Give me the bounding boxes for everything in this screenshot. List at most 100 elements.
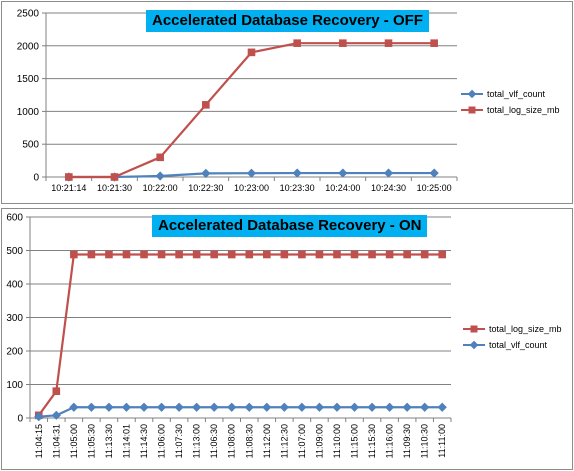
data-point [175, 250, 183, 259]
data-point [429, 168, 439, 178]
legend-swatch [461, 106, 483, 114]
chart-legend: total_vlf_count total_log_size_mb [461, 86, 571, 118]
x-tick-label: 11:15:30 [367, 424, 377, 458]
y-tick-label: 600 [6, 213, 23, 224]
legend-swatch [461, 89, 483, 99]
x-tick-label: 11:10:30 [420, 424, 430, 458]
data-point [384, 402, 395, 412]
x-tick-label: 10:22:30 [188, 183, 223, 193]
legend-label: total_vlf_count [487, 89, 546, 99]
data-point [262, 402, 272, 412]
y-tick-label: 0 [33, 173, 39, 184]
data-point [51, 410, 61, 420]
data-point [201, 168, 211, 178]
data-point [156, 402, 167, 412]
data-point [52, 387, 61, 395]
x-tick-label: 10:25:00 [417, 183, 452, 193]
y-tick-label: 500 [6, 246, 23, 257]
data-point [244, 402, 254, 412]
legend-swatch [463, 325, 485, 333]
data-point [69, 402, 79, 412]
data-point [402, 402, 412, 412]
data-point [245, 250, 254, 259]
x-tick-label: 10:23:00 [234, 183, 269, 193]
data-point [110, 173, 119, 181]
x-tick-label: 10:24:00 [325, 183, 360, 193]
legend-label: total_log_size_mb [489, 324, 562, 334]
legend-item: total_log_size_mb [463, 321, 573, 337]
x-tick-label: 11:11:00 [437, 424, 447, 458]
data-point [227, 402, 237, 412]
data-point [420, 402, 430, 412]
data-point [210, 250, 218, 259]
legend-label: total_log_size_mb [487, 105, 560, 115]
x-tick-label: 11:07:30 [174, 424, 184, 458]
legend-item: total_vlf_count [463, 337, 573, 353]
y-tick-label: 300 [6, 313, 23, 324]
data-point [437, 402, 447, 412]
x-tick-label: 10:23:30 [280, 183, 315, 193]
chart-panel-adr-off: 0 500 1000 1500 2000 2500 10:21:14 10:21:30 10:2… [1, 1, 573, 204]
x-tick-label: 10:21:14 [51, 183, 86, 193]
y-tick-label: 1000 [17, 107, 40, 118]
data-point [280, 250, 289, 259]
data-point [298, 250, 306, 259]
chart-title: Accelerated Database Recovery - ON [152, 215, 428, 237]
y-tick-label: 500 [22, 140, 39, 151]
data-point [156, 153, 164, 162]
legend-swatch [463, 340, 485, 350]
data-point [104, 402, 114, 412]
series-line [37, 253, 443, 416]
data-point [333, 250, 341, 259]
chart-legend: total_log_size_mb total_vlf_count [463, 321, 573, 353]
data-point [420, 250, 429, 259]
data-point [293, 39, 301, 47]
data-point [139, 402, 149, 412]
legend-label: total_vlf_count [489, 340, 548, 350]
data-point [86, 402, 97, 412]
data-point [202, 101, 210, 109]
data-point [247, 48, 256, 57]
data-point [332, 402, 342, 412]
data-point [314, 402, 325, 412]
x-tick-label: 11:13:00 [192, 424, 202, 458]
x-tick-label: 11:09:00 [314, 424, 324, 458]
data-point [338, 168, 348, 178]
x-tick-label: 11:09:30 [402, 424, 412, 458]
x-tick-label: 11:12:00 [262, 424, 272, 458]
data-point [246, 168, 257, 178]
series-line [68, 42, 435, 179]
data-point [70, 250, 78, 259]
legend-marker [467, 89, 477, 99]
data-point [385, 250, 394, 259]
data-point [315, 250, 324, 259]
x-tick-label: 11:06:00 [157, 424, 167, 458]
data-point [349, 402, 360, 412]
data-point [383, 168, 394, 178]
data-point [192, 402, 202, 412]
y-tick-label: 2500 [17, 9, 40, 20]
y-tick-label: 1500 [17, 74, 40, 85]
data-point [368, 250, 376, 259]
x-tick-label: 11:04:15 [34, 424, 44, 458]
x-tick-label: 10:24:30 [371, 183, 406, 193]
x-tick-label: 11:05:30 [86, 424, 96, 458]
data-point [403, 250, 411, 259]
x-tick-label: 11:14:01 [121, 424, 131, 458]
data-point [279, 402, 289, 412]
x-tick-label: 10:22:00 [143, 183, 178, 193]
x-tick-label: 10:21:30 [97, 183, 132, 193]
x-tick-label: 11:13:30 [104, 424, 114, 458]
y-tick-label: 2000 [17, 41, 40, 52]
x-tick-label: 11:08:30 [244, 424, 254, 458]
legend-item: total_log_size_mb [461, 102, 571, 118]
x-tick-label: 11:05:00 [69, 424, 79, 458]
data-point [292, 168, 302, 178]
series-line [38, 406, 443, 418]
chart-plot-adr-on: 0 100 200 300 400 500 600 11:04:15 11:04:31 11:05… [6, 213, 452, 458]
x-tick-label: 11:16:00 [385, 424, 395, 458]
data-point [87, 250, 96, 259]
legend-marker [470, 325, 478, 333]
chart-panel-adr-on: 0 100 200 300 400 500 600 11:04:15 11:04:31 11:05… [1, 208, 573, 470]
